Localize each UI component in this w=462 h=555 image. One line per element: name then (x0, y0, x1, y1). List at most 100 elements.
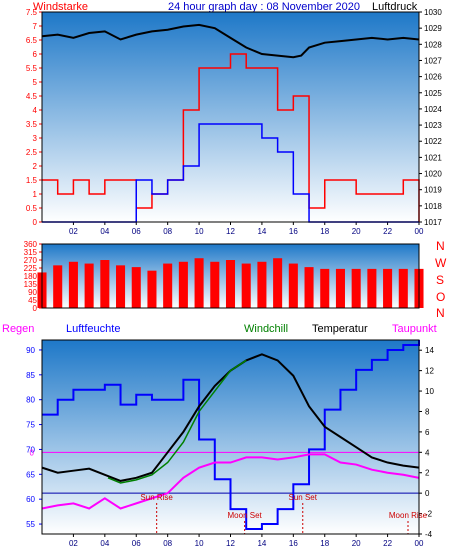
wind-y-tick-label: 2.5 (26, 148, 38, 157)
temperature-y-tick-label: 4 (425, 448, 430, 457)
pressure-y-tick-label: 1027 (424, 56, 442, 65)
wind-x-tick-label: 06 (132, 227, 141, 236)
dewpoint-series (41, 453, 420, 510)
wind-y-tick-label: 7.5 (26, 8, 38, 17)
dewpoint-label: Taupunkt (392, 323, 437, 335)
sun-set-marker-label: Sun Set (289, 493, 318, 502)
temperature-panel-frame (41, 339, 420, 535)
wind-y-tick-label: 4.5 (26, 92, 38, 101)
windchill-label: Windchill (244, 323, 288, 335)
wind-x-tick-label: 00 (415, 227, 424, 236)
temperature-y-tick-label: 0 (425, 489, 430, 498)
sun-rise-marker-label: Sun Rise (140, 493, 173, 502)
humidity-y-tick-label: 90 (26, 346, 35, 355)
temperature-y-tick-label: 8 (425, 407, 430, 416)
wind-x-tick-label: 14 (257, 227, 266, 236)
direction-bar (116, 265, 126, 308)
rain-label: Regen (2, 323, 34, 335)
pressure-y-tick-label: 1017 (424, 218, 442, 227)
direction-bar (257, 261, 267, 308)
pressure-y-tick-label: 1026 (424, 73, 442, 82)
humidity-y-tick-label: 75 (26, 421, 35, 430)
wind-y-tick-label: 1 (33, 190, 38, 199)
temperature-y-tick-label: -2 (425, 510, 433, 519)
pressure-axis-title: Luftdruck (372, 1, 418, 13)
temperature-y-tick-label: 2 (425, 469, 430, 478)
temperature-x-tick-label: 22 (383, 539, 392, 548)
direction-bar (68, 261, 78, 308)
wind-speed-series (42, 53, 420, 222)
direction-bar (320, 268, 330, 308)
temperature-x-tick-label: 08 (163, 539, 172, 548)
direction-y-tick-label: 135 (24, 280, 38, 289)
rain-y-tick-label: 0 (30, 448, 35, 457)
temperature-x-tick-label: 20 (352, 539, 361, 548)
compass-s: S (436, 273, 444, 287)
compass-o: O (436, 290, 445, 304)
wind-x-tick-label: 18 (320, 227, 329, 236)
pressure-series (41, 23, 420, 59)
pressure-y-tick-label: 1022 (424, 137, 442, 146)
direction-bar (367, 268, 377, 308)
temperature-y-tick-label: -4 (425, 530, 433, 539)
wind-y-tick-label: 0.5 (26, 204, 38, 213)
compass-labels: N W S O N (435, 239, 447, 320)
direction-bar (210, 261, 220, 308)
direction-bar (147, 270, 157, 308)
direction-y-tick-label: 180 (24, 272, 38, 281)
wind-y-tick-label: 2 (33, 162, 38, 171)
humidity-label: Luftfeuchte (66, 323, 120, 335)
pressure-y-tick-label: 1020 (424, 170, 442, 179)
temperature-y-tick-label: 12 (425, 367, 434, 376)
temperature-x-tick-label: 02 (69, 539, 78, 548)
wind-y-tick-label: 4 (33, 106, 38, 115)
direction-bar (273, 258, 283, 308)
direction-bar (383, 268, 393, 308)
wind-y-tick-label: 5 (33, 78, 38, 87)
wind-y-tick-label: 3.5 (26, 120, 38, 129)
direction-y-tick-label: 270 (24, 256, 38, 265)
wind-x-tick-label: 22 (383, 227, 392, 236)
pressure-y-tick-label: 1025 (424, 89, 442, 98)
direction-bar (398, 268, 408, 308)
temperature-x-tick-label: 10 (195, 539, 204, 548)
wind-y-tick-label: 5.5 (26, 64, 38, 73)
direction-y-tick-label: 90 (28, 288, 37, 297)
humidity-y-tick-label: 60 (26, 495, 35, 504)
direction-bar (53, 265, 63, 308)
pressure-y-tick-label: 1029 (424, 24, 442, 33)
wind-x-tick-label: 02 (69, 227, 78, 236)
direction-y-tick-label: 225 (24, 264, 38, 273)
temperature-label: Temperatur (312, 323, 368, 335)
wind-panel-background (42, 12, 419, 222)
humidity-y-tick-label: 55 (26, 520, 35, 529)
direction-bar (304, 267, 314, 308)
temperature-x-tick-label: 14 (257, 539, 266, 548)
wind-y-tick-label: 1.5 (26, 176, 38, 185)
humidity-y-tick-label: 70 (26, 445, 35, 454)
wind-panel-frame (41, 11, 420, 223)
pressure-y-tick-label: 1028 (424, 40, 442, 49)
wind-x-tick-label: 12 (226, 227, 235, 236)
compass-w: W (435, 256, 447, 270)
temperature-x-tick-label: 12 (226, 539, 235, 548)
wind-y-tick-label: 7 (33, 22, 38, 31)
direction-panel-frame (41, 243, 420, 309)
wind-y-tick-label: 6.5 (26, 36, 38, 45)
pressure-y-tick-label: 1023 (424, 121, 442, 130)
moon-set-marker-label: Moon Set (228, 511, 263, 520)
temperature-x-tick-label: 18 (320, 539, 329, 548)
temperature-y-tick-label: 10 (425, 387, 434, 396)
wind-x-tick-label: 04 (100, 227, 109, 236)
temperature-x-tick-label: 00 (415, 539, 424, 548)
direction-y-tick-label: 315 (24, 248, 38, 257)
direction-bar (100, 260, 110, 308)
direction-bar (84, 263, 94, 308)
humidity-y-tick-label: 85 (26, 371, 35, 380)
windchill-series (107, 359, 247, 484)
wind-y-tick-label: 0 (33, 218, 38, 227)
direction-bar (351, 268, 361, 308)
pressure-y-tick-label: 1024 (424, 105, 442, 114)
temperature-x-tick-label: 06 (132, 539, 141, 548)
